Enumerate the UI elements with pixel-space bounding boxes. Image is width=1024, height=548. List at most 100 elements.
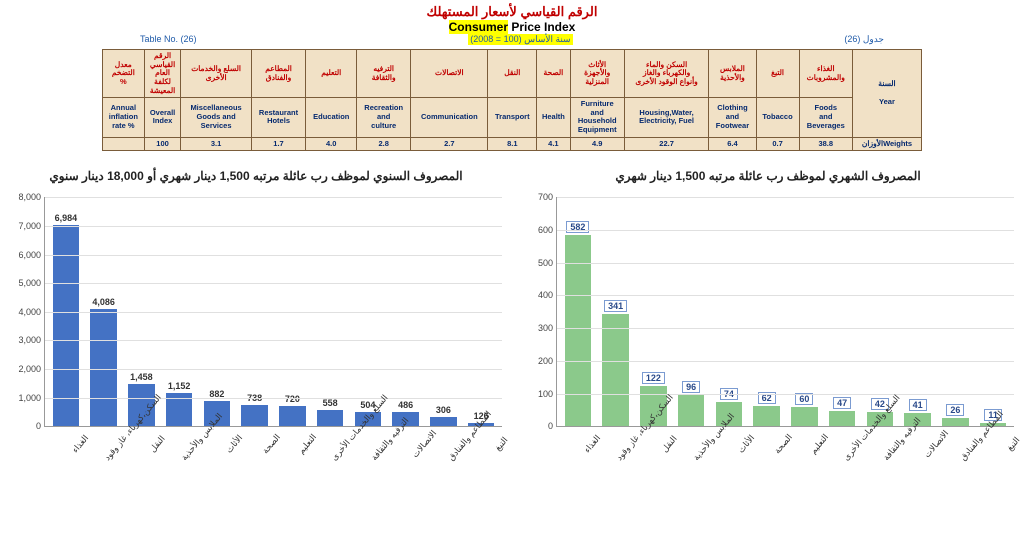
- title-arabic: الرقم القياسي لأسعار المستهلك: [0, 4, 1024, 20]
- title-en-rest: Price Index: [508, 20, 575, 34]
- gridline: [45, 226, 502, 227]
- bar-value-label: 486: [398, 400, 413, 410]
- gridline: [45, 255, 502, 256]
- bar-value-label: 558: [323, 398, 338, 408]
- weights-col-ar: السنةYear: [852, 50, 921, 138]
- gridline: [45, 398, 502, 399]
- bar-value-label: 582: [566, 221, 589, 233]
- bar-value-label: 41: [909, 399, 927, 411]
- weights-col-value: [103, 137, 145, 151]
- monthly-chart-plot: 582341122967462604742412611 010020030040…: [556, 197, 1014, 427]
- weights-col-ar: التبغ: [756, 50, 799, 98]
- gridline: [45, 197, 502, 198]
- weights-col-en: Communication: [411, 98, 488, 138]
- y-axis-label: 1,000: [7, 393, 41, 403]
- bar: 6,984: [47, 213, 85, 426]
- y-axis-label: 500: [519, 258, 553, 268]
- bar-value-label: 1,152: [168, 381, 191, 391]
- gridline: [557, 197, 1014, 198]
- gridline: [45, 283, 502, 284]
- monthly-chart-xaxis: الغذاءالسكن،كهرباء، غاز وقودالنقلالملابس…: [556, 429, 1014, 458]
- weights-col-ar: التعليم: [306, 50, 357, 98]
- monthly-chart-title: المصروف الشهري لموظف رب عائلة مرتبه 1,50…: [516, 159, 1020, 193]
- bar-value-label: 341: [604, 300, 627, 312]
- weights-col-en: Tobacco: [756, 98, 799, 138]
- bar-rect: [53, 225, 79, 426]
- weights-col-ar: المطاعموالفنادق: [251, 50, 306, 98]
- weights-col-en: Recreationandculture: [357, 98, 411, 138]
- y-axis-label: 8,000: [7, 192, 41, 202]
- weights-col-ar: الرقمالقياسيالعاملكلفةالمعيشة: [144, 50, 181, 98]
- y-axis-label: 100: [519, 389, 553, 399]
- weights-col-value: 2.8: [357, 137, 411, 151]
- weights-col-ar: معدلالتضخم%: [103, 50, 145, 98]
- bar-value-label: 47: [833, 397, 851, 409]
- weights-col-en: Housing,Water,Electricity, Fuel: [624, 98, 709, 138]
- weights-col-value: 1.7: [251, 137, 306, 151]
- y-axis-label: 0: [7, 421, 41, 431]
- weights-col-en: OverallIndex: [144, 98, 181, 138]
- weights-col-value: 0.7: [756, 137, 799, 151]
- weights-table: معدلالتضخم%الرقمالقياسيالعاملكلفةالمعيشة…: [102, 49, 922, 151]
- weights-col-en: RestaurantHotels: [251, 98, 306, 138]
- annual-chart-title: المصروف السنوي لموظف رب عائلة مرتبه 1,50…: [4, 159, 508, 193]
- bar-value-label: 1,458: [130, 372, 153, 382]
- bar-value-label: 306: [436, 405, 451, 415]
- y-axis-label: 2,000: [7, 364, 41, 374]
- annual-chart: المصروف السنوي لموظف رب عائلة مرتبه 1,50…: [4, 157, 508, 458]
- weights-col-value: 22.7: [624, 137, 709, 151]
- gridline: [557, 295, 1014, 296]
- weights-col-ar: الصحة: [537, 50, 571, 98]
- weights-col-ar: الأثاثوالأجهزةالمنزلية: [570, 50, 624, 98]
- weights-col-value: 4.0: [306, 137, 357, 151]
- gridline: [557, 263, 1014, 264]
- y-axis-label: 400: [519, 290, 553, 300]
- header: الرقم القياسي لأسعار المستهلك Consumer P…: [0, 0, 1024, 47]
- weights-col-value: الأوزانWeights: [852, 137, 921, 151]
- y-axis-label: 4,000: [7, 307, 41, 317]
- y-axis-label: 5,000: [7, 278, 41, 288]
- bar-value-label: 6,984: [55, 213, 78, 223]
- weights-col-ar: الغذاءوالمشروبات: [799, 50, 852, 98]
- weights-col-value: 3.1: [181, 137, 251, 151]
- weights-col-en: MiscellaneousGoods andServices: [181, 98, 251, 138]
- weights-col-value: 2.7: [411, 137, 488, 151]
- y-axis-label: 600: [519, 225, 553, 235]
- weights-col-en: Health: [537, 98, 571, 138]
- weights-col-ar: السكن والماءوالكهرباء والغازوأنواع الوقو…: [624, 50, 709, 98]
- table-no-right: جدول (26): [844, 34, 884, 45]
- bar-rect: [602, 314, 628, 426]
- y-axis-label: 3,000: [7, 335, 41, 345]
- weights-col-value: 4.9: [570, 137, 624, 151]
- weights-col-value: 8.1: [488, 137, 537, 151]
- weights-col-value: 38.8: [799, 137, 852, 151]
- gridline: [557, 230, 1014, 231]
- y-axis-label: 0: [519, 421, 553, 431]
- weights-col-en: ClothingandFootwear: [709, 98, 756, 138]
- gridline: [45, 312, 502, 313]
- weights-col-ar: الاتصالات: [411, 50, 488, 98]
- y-axis-label: 300: [519, 323, 553, 333]
- gridline: [45, 369, 502, 370]
- weights-col-en: FoodsandBeverages: [799, 98, 852, 138]
- bar: 341: [597, 300, 635, 426]
- weights-col-en: Annualinflationrate %: [103, 98, 145, 138]
- weights-col-en: Education: [306, 98, 357, 138]
- weights-col-en: FurnitureandHouseholdEquipment: [570, 98, 624, 138]
- weights-col-ar: النقل: [488, 50, 537, 98]
- gridline: [557, 361, 1014, 362]
- bar-rect: [565, 235, 591, 426]
- annual-chart-xaxis: الغذاءالسكن،كهرباء، غاز وقودالنقلالملابس…: [44, 429, 502, 458]
- gridline: [45, 340, 502, 341]
- table-number-row: Table No. (26) سنة الأساس (100 = 2008) ج…: [0, 34, 1024, 45]
- gridline: [557, 328, 1014, 329]
- weights-col-ar: الملابسوالأحذية: [709, 50, 756, 98]
- annual-chart-plot: 6,9844,0861,4581,15288273872055850448630…: [44, 197, 502, 427]
- bar-value-label: 4,086: [92, 297, 115, 307]
- weights-col-value: 4.1: [537, 137, 571, 151]
- y-axis-label: 6,000: [7, 250, 41, 260]
- y-axis-label: 700: [519, 192, 553, 202]
- base-year: سنة الأساس (100 = 2008): [468, 34, 572, 45]
- title-en-highlight: Consumer: [449, 20, 508, 34]
- y-axis-label: 200: [519, 356, 553, 366]
